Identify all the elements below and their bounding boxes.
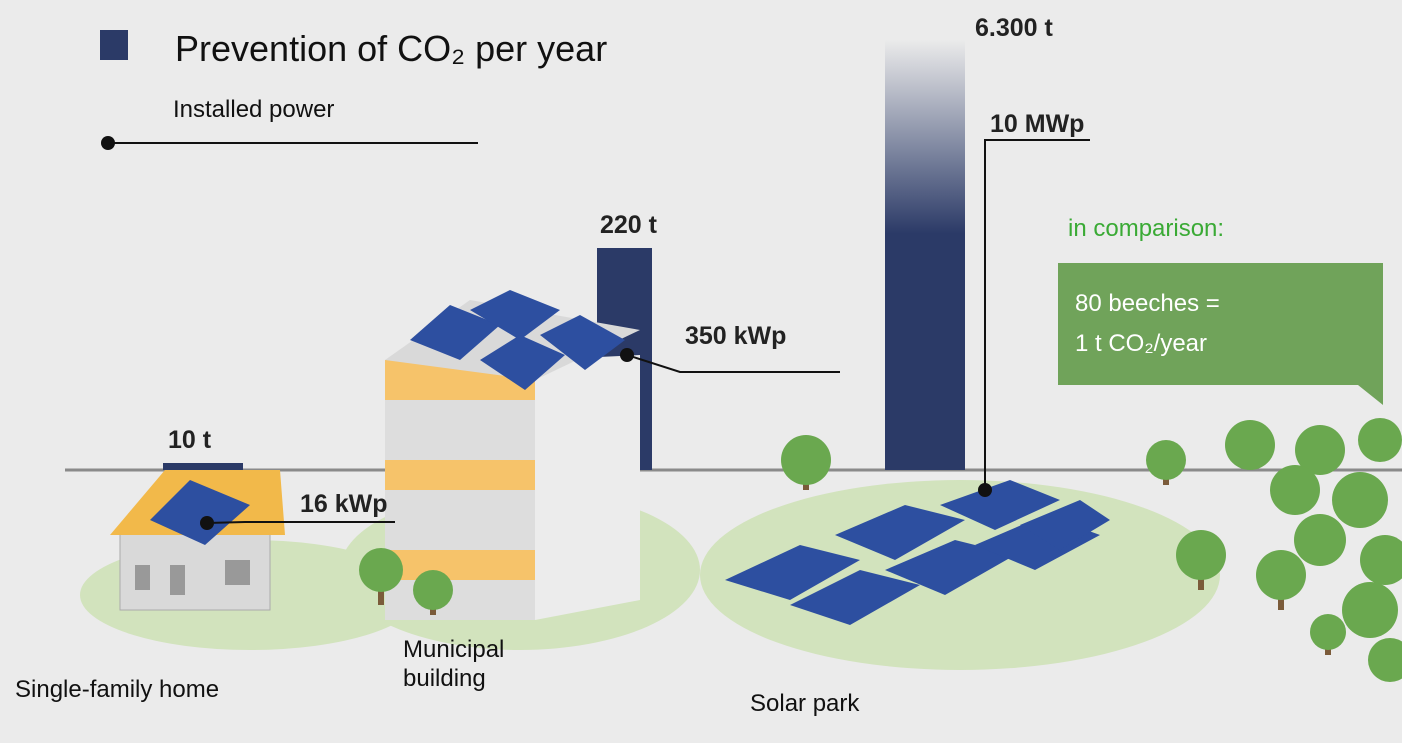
house	[110, 470, 285, 611]
co2-label: 220 t	[600, 211, 657, 239]
leader-lines	[206, 139, 1090, 524]
item-name: Solar park	[750, 690, 860, 717]
co2-label: 10 t	[168, 426, 212, 454]
bar	[885, 40, 965, 470]
comparison-line: 1 t CO₂/year	[1075, 330, 1208, 357]
item-name: Single-family home	[15, 676, 220, 703]
legend-power: Installed power	[173, 96, 335, 123]
item-name: Municipal building	[403, 636, 505, 692]
power-label: 10 MWp	[990, 110, 1085, 138]
co2-label: 6.300 t	[975, 14, 1053, 42]
bar	[163, 463, 243, 470]
legend-line	[101, 136, 478, 150]
dots	[200, 348, 992, 530]
power-label: 16 kWp	[300, 490, 388, 518]
trees	[359, 418, 1402, 682]
power-label: 350 kWp	[685, 322, 787, 350]
comparison-title: in comparison:	[1068, 215, 1225, 242]
solar-panels	[725, 480, 1110, 625]
callout	[1058, 263, 1383, 405]
legend-swatch	[100, 30, 128, 60]
comparison-line: 80 beeches =	[1075, 290, 1220, 317]
legend-co2: Prevention of CO₂ per year	[175, 28, 608, 69]
building	[385, 290, 640, 620]
